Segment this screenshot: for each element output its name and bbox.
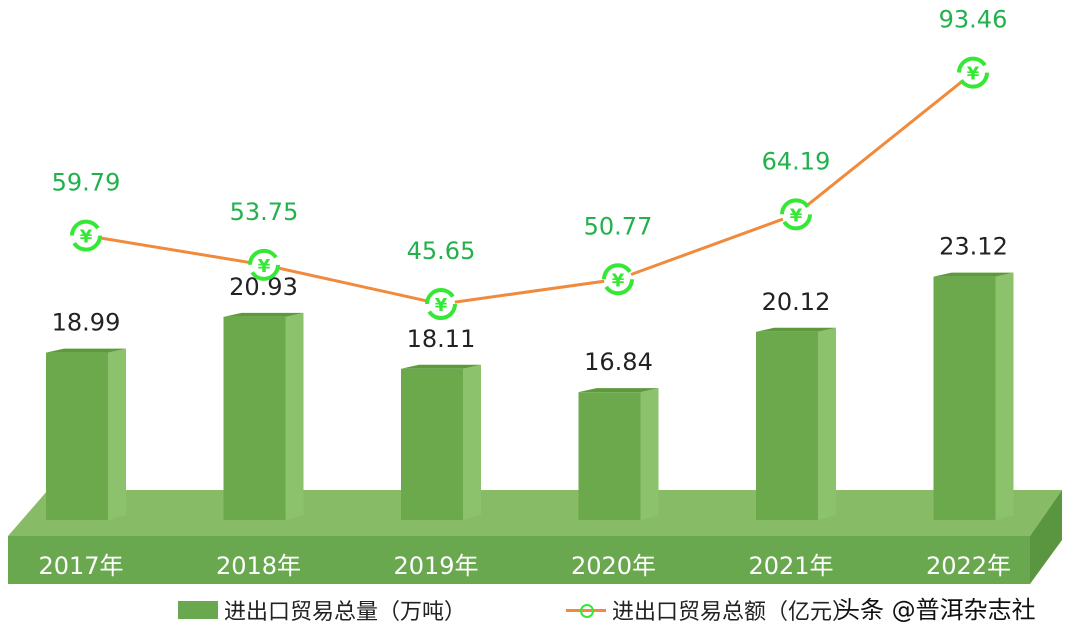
bar-value-label: 23.12	[939, 233, 1008, 261]
bar-side	[640, 388, 659, 520]
yuan-symbol: ¥	[967, 64, 980, 85]
yuan-marker-icon	[248, 248, 280, 281]
watermark: 头条 @普洱杂志社	[836, 596, 1036, 624]
x-tick-label: 2020年	[571, 552, 656, 580]
line-value-label: 64.19	[762, 147, 831, 175]
bar	[756, 331, 818, 520]
bar	[401, 368, 463, 520]
yuan-marker-icon	[70, 219, 102, 252]
legend-swatch-bar	[178, 601, 218, 619]
bar-top	[756, 327, 836, 332]
bar-side	[285, 312, 304, 520]
line-series	[85, 71, 974, 306]
yuan-symbol: ¥	[258, 256, 271, 277]
bar-side	[818, 327, 836, 520]
x-tick-label: 2019年	[393, 552, 478, 580]
legend-label-line: 进出口贸易总额（亿元）	[612, 600, 855, 625]
bar-value-label: 18.99	[52, 309, 121, 337]
legend-item-bar: 进出口贸易总量（万吨）	[178, 594, 466, 626]
bar-value-label: 20.12	[762, 288, 831, 316]
bar-side	[463, 364, 481, 520]
bar	[933, 276, 996, 520]
bar	[223, 316, 286, 520]
yuan-marker-icon	[780, 198, 812, 231]
bar-top	[46, 348, 126, 353]
x-tick-label: 2022年	[926, 552, 1011, 580]
platform-front	[8, 536, 1030, 584]
line-value-label: 45.65	[407, 237, 476, 265]
yuan-symbol: ¥	[435, 295, 448, 316]
bar-value-label: 18.11	[407, 325, 476, 353]
bar-value-label: 16.84	[584, 348, 653, 376]
bar	[46, 352, 108, 520]
bar-top	[578, 388, 659, 393]
bar-top	[933, 272, 1014, 277]
bar-top	[223, 312, 304, 317]
line-value-label: 59.79	[52, 169, 121, 197]
bar-side	[995, 272, 1014, 520]
bar	[578, 392, 641, 520]
line-value-label: 93.46	[939, 6, 1008, 34]
yuan-symbol: ¥	[80, 227, 93, 248]
x-tick-label: 2021年	[748, 552, 833, 580]
line-value-label: 53.75	[230, 198, 299, 226]
platform-top	[8, 490, 1062, 536]
yuan-marker-icon	[602, 263, 634, 296]
yuan-marker-icon	[425, 288, 457, 321]
legend-label-bar: 进出口贸易总量（万吨）	[224, 600, 467, 625]
yuan-symbol: ¥	[790, 205, 803, 226]
legend-item-line: 进出口贸易总额（亿元）	[566, 594, 854, 626]
legend-swatch-line	[566, 601, 606, 619]
yuan-symbol: ¥	[612, 270, 625, 291]
line-value-label: 50.77	[584, 212, 653, 240]
x-tick-label: 2018年	[216, 552, 301, 580]
x-tick-label: 2017年	[38, 552, 123, 580]
yuan-marker-icon	[957, 56, 989, 89]
bar-top	[401, 364, 481, 369]
platform-side	[1030, 490, 1062, 584]
bar-side	[108, 348, 126, 520]
